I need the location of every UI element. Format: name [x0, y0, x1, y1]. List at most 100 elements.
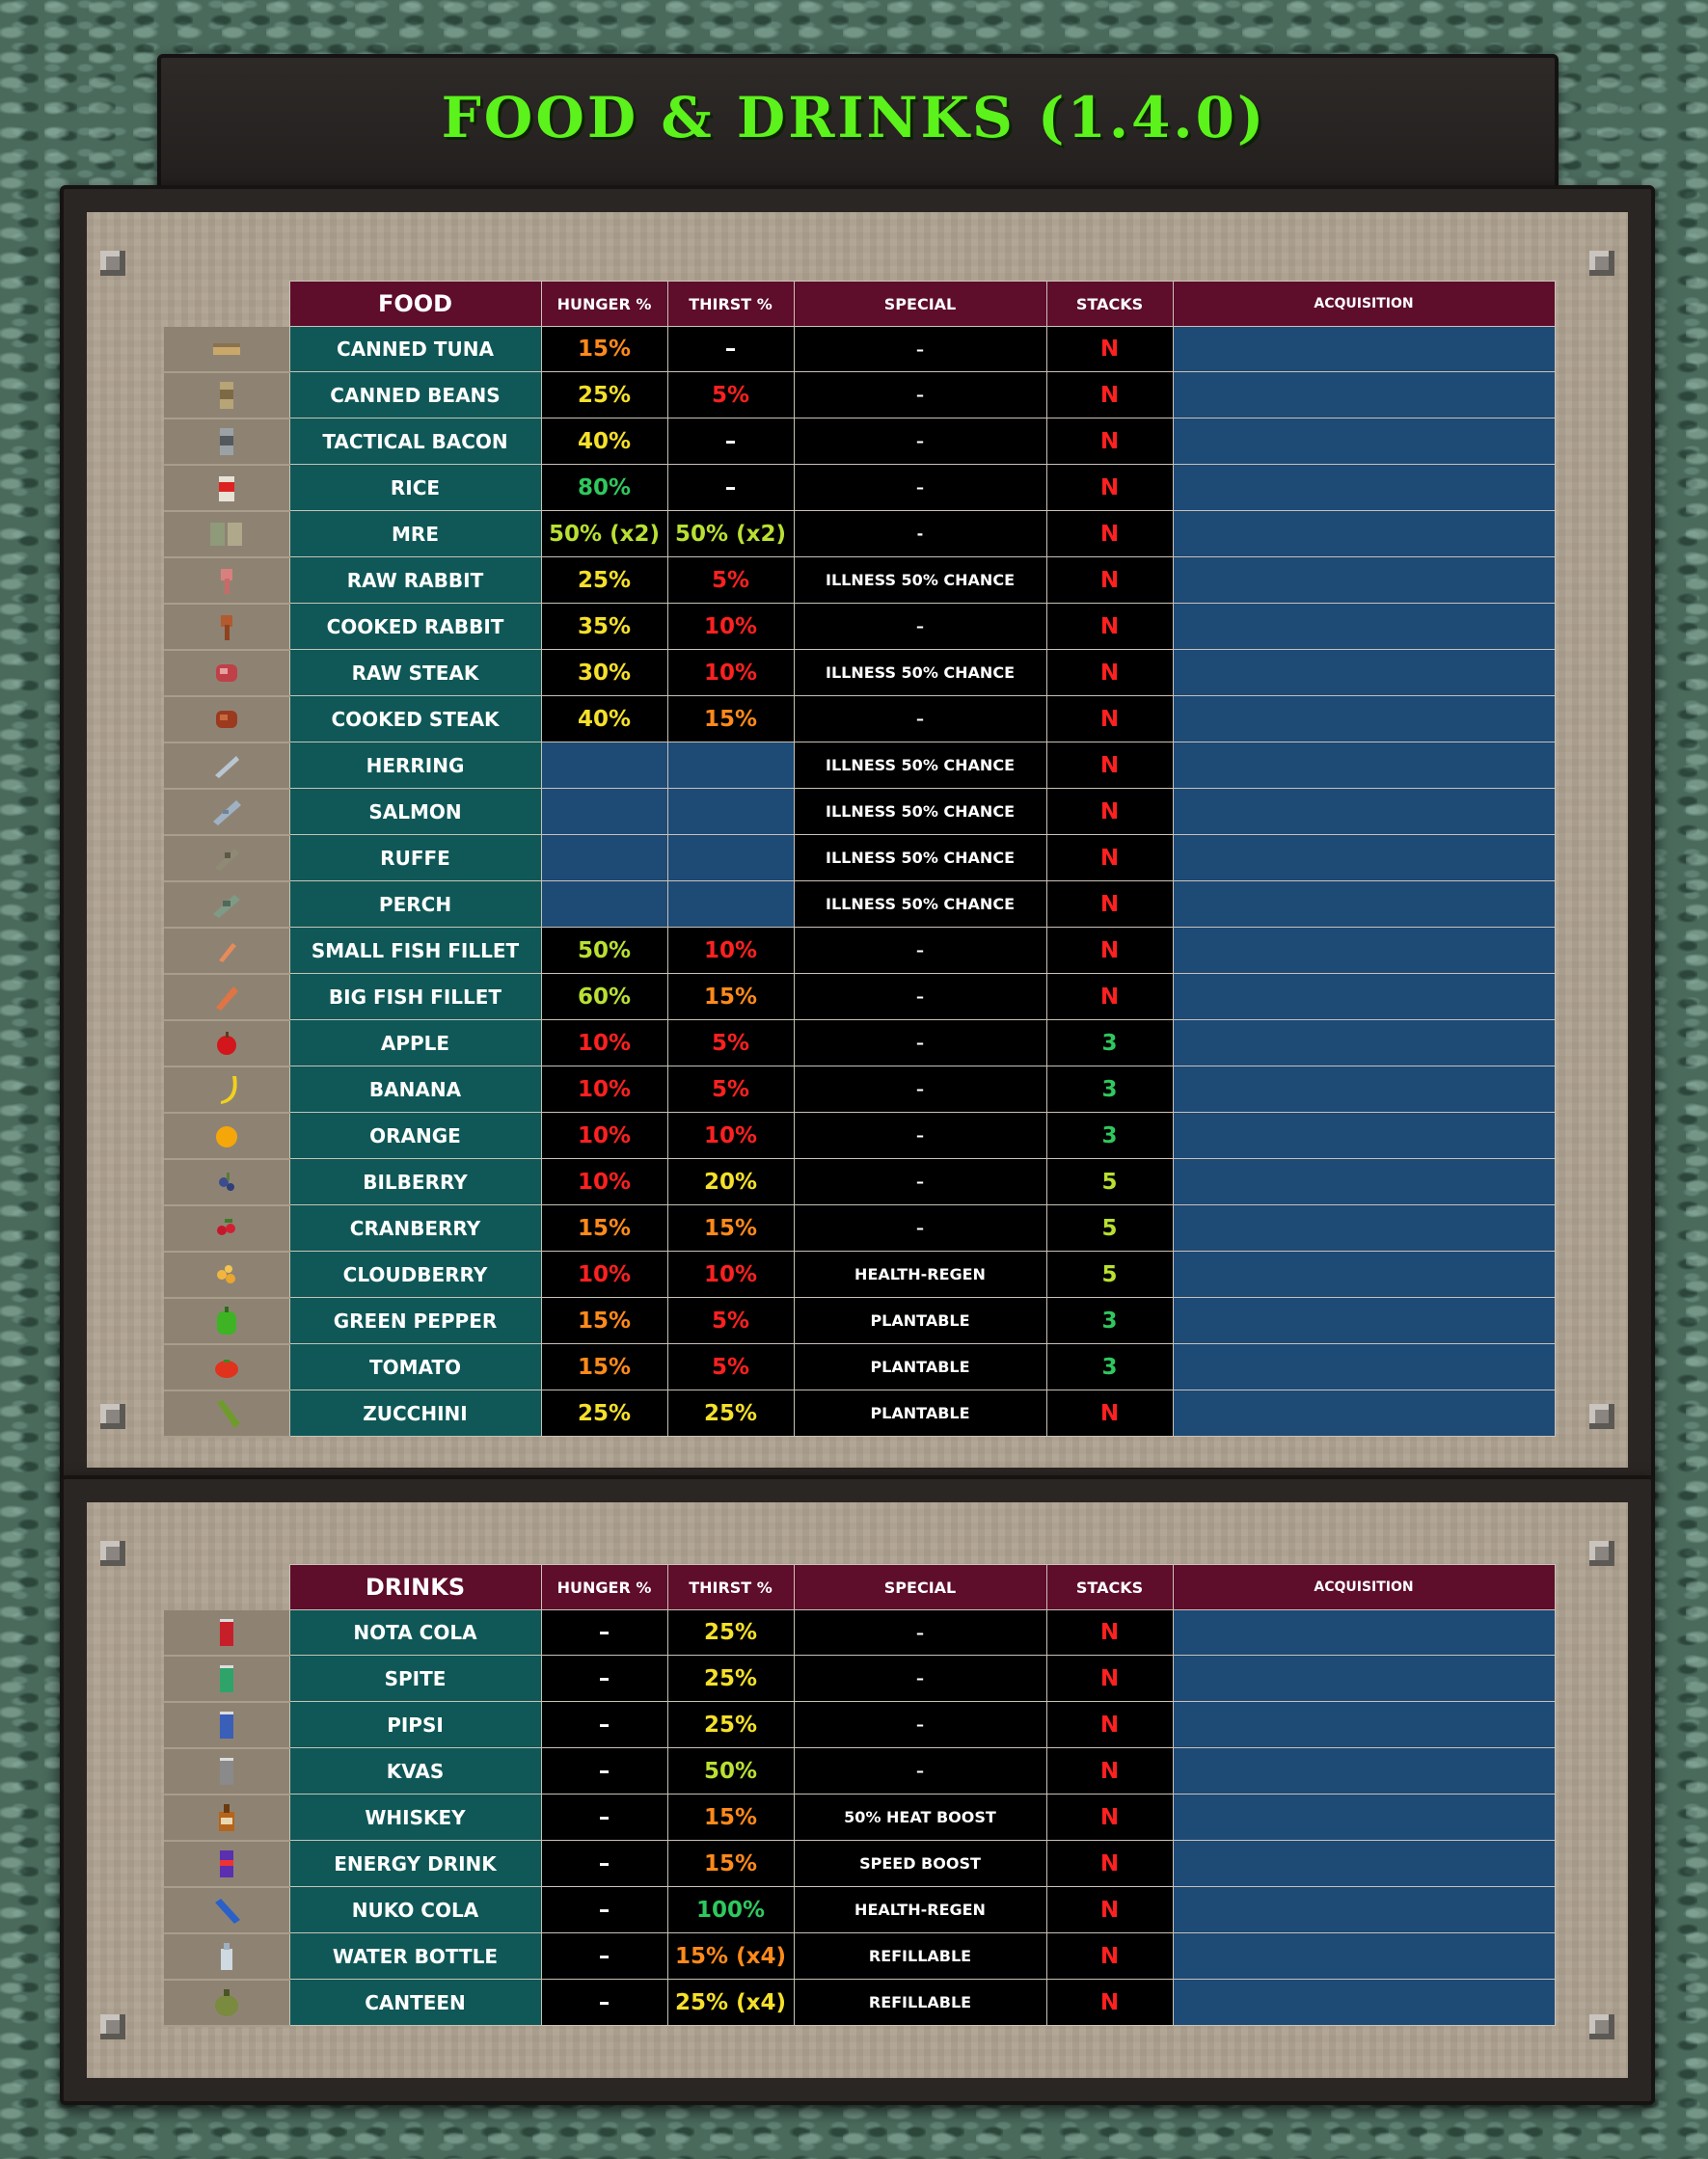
spite-can-icon	[219, 1664, 233, 1692]
item-name: BANANA	[288, 1066, 542, 1113]
acquisition-cell	[1172, 603, 1556, 650]
stacks-value: 3	[1045, 1343, 1174, 1390]
icon-cell	[164, 649, 289, 697]
acquisition-cell	[1172, 1886, 1556, 1933]
apple-icon	[216, 1031, 236, 1055]
table-row: MRE 50% (x2) 50% (x2) - N	[164, 510, 1556, 558]
icon-cell	[164, 788, 289, 836]
item-name: CANNED BEANS	[288, 371, 542, 418]
table-row: PERCH ILLNESS 50% CHANCE N	[164, 880, 1556, 929]
nuko-cola-icon	[214, 1898, 240, 1924]
icon-cell	[164, 326, 289, 373]
acquisition-cell	[1172, 1343, 1556, 1390]
stacks-value: 3	[1045, 1066, 1174, 1113]
thirst-value: 15%	[666, 1794, 795, 1841]
item-name: ORANGE	[288, 1112, 542, 1159]
icon-cell	[164, 1886, 289, 1934]
whiskey-bottle-icon	[218, 1803, 234, 1831]
stacks-value: 5	[1045, 1204, 1174, 1252]
table-row: SMALL FISH FILLET 50% 10% – N	[164, 927, 1556, 975]
energy-drink-icon	[219, 1849, 233, 1877]
icon-cell	[164, 834, 289, 882]
icon-cell	[164, 1158, 289, 1206]
icon-cell	[164, 1297, 289, 1345]
big-fillet-icon	[215, 985, 238, 1011]
thirst-value: 25% (x4)	[666, 1979, 795, 2026]
herring-icon	[214, 755, 239, 778]
thirst-value: –	[666, 464, 795, 511]
icon-cell	[164, 1112, 289, 1160]
thirst-value: 25%	[666, 1701, 795, 1748]
icon-cell	[164, 973, 289, 1021]
icon-cell	[164, 1019, 289, 1067]
table-row: SPITE –25% – N	[164, 1655, 1556, 1703]
table-row: HERRING ILLNESS 50% CHANCE N	[164, 742, 1556, 790]
hunger-value	[540, 788, 668, 835]
salmon-icon	[212, 799, 241, 825]
table-row: CANTEEN –25% (x4) REFILLABLE N	[164, 1979, 1556, 2027]
icon-cell	[164, 1343, 289, 1391]
item-name: APPLE	[288, 1019, 542, 1066]
table-row: GREEN PEPPER 15% 5% PLANTABLE 3	[164, 1297, 1556, 1345]
bolt-icon	[100, 1404, 125, 1429]
zucchini-icon	[216, 1399, 240, 1428]
hunger-value: –	[540, 1932, 668, 1980]
hunger-value	[540, 742, 668, 789]
special-value: PLANTABLE	[793, 1343, 1047, 1390]
table-row: WATER BOTTLE –15% (x4) REFILLABLE N	[164, 1932, 1556, 1981]
hunger-value: –	[540, 1979, 668, 2026]
bean-can-icon	[219, 381, 233, 409]
hunger-value: 40%	[540, 418, 668, 465]
item-name: NOTA COLA	[288, 1609, 542, 1656]
thirst-value: 5%	[666, 371, 795, 418]
special-value: HEALTH-REGEN	[793, 1886, 1047, 1933]
table-row: TOMATO 15% 5% PLANTABLE 3	[164, 1343, 1556, 1391]
stacks-value: N	[1045, 1747, 1174, 1795]
table-row: APPLE 10% 5% –3	[164, 1019, 1556, 1067]
food-table: FOOD HUNGER % THIRST % SPECIAL STACKS AC…	[164, 281, 1556, 1438]
thirst-value: 10%	[666, 603, 795, 650]
acquisition-cell	[1172, 1747, 1556, 1795]
table-row: CLOUDBERRY 10% 10% HEALTH-REGEN 5	[164, 1251, 1556, 1299]
icon-cell	[164, 1251, 289, 1299]
special-value: SPEED BOOST	[793, 1840, 1047, 1887]
thirst-value: 15%	[666, 1204, 795, 1252]
special-value: ILLNESS 50% CHANCE	[793, 788, 1047, 835]
stacks-value: N	[1045, 603, 1174, 650]
hunger-value: 25%	[540, 371, 668, 418]
thirst-value	[666, 742, 795, 789]
mre-pack-icon	[209, 522, 242, 546]
item-name: NUKO COLA	[288, 1886, 542, 1933]
icon-cell	[164, 1794, 289, 1842]
acquisition-column-header: ACQUISITION	[1172, 1564, 1556, 1610]
cranberry-icon	[216, 1218, 235, 1235]
table-row: TACTICAL BACON 40% – – N	[164, 418, 1556, 466]
acquisition-cell	[1172, 1794, 1556, 1841]
table-row: RAW RABBIT 25% 5% ILLNESS 50% CHANCE N	[164, 556, 1556, 605]
acquisition-cell	[1172, 326, 1556, 372]
orange-icon	[215, 1125, 237, 1147]
thirst-value: 5%	[666, 1019, 795, 1066]
hunger-value: 15%	[540, 326, 668, 372]
icon-cell	[164, 1609, 289, 1657]
item-name: WHISKEY	[288, 1794, 542, 1841]
icon-cell	[164, 1701, 289, 1749]
hunger-value: 25%	[540, 1390, 668, 1437]
special-value: REFILLABLE	[793, 1932, 1047, 1980]
special-value: –	[793, 1019, 1047, 1066]
acquisition-cell	[1172, 973, 1556, 1020]
hunger-value: 15%	[540, 1343, 668, 1390]
item-name: RUFFE	[288, 834, 542, 881]
pipsi-can-icon	[219, 1711, 233, 1739]
cola-can-icon	[219, 1618, 233, 1646]
thirst-column-header: THIRST %	[666, 1564, 795, 1610]
hunger-column-header: HUNGER %	[540, 1564, 668, 1610]
thirst-value: 10%	[666, 649, 795, 696]
stacks-value: N	[1045, 1390, 1174, 1437]
raw-steak-icon	[215, 663, 237, 682]
hunger-value: 10%	[540, 1066, 668, 1113]
table-row: NOTA COLA –25% – N	[164, 1609, 1556, 1657]
icon-cell	[164, 418, 289, 466]
banana-icon	[220, 1075, 237, 1104]
special-value: –	[793, 1747, 1047, 1795]
